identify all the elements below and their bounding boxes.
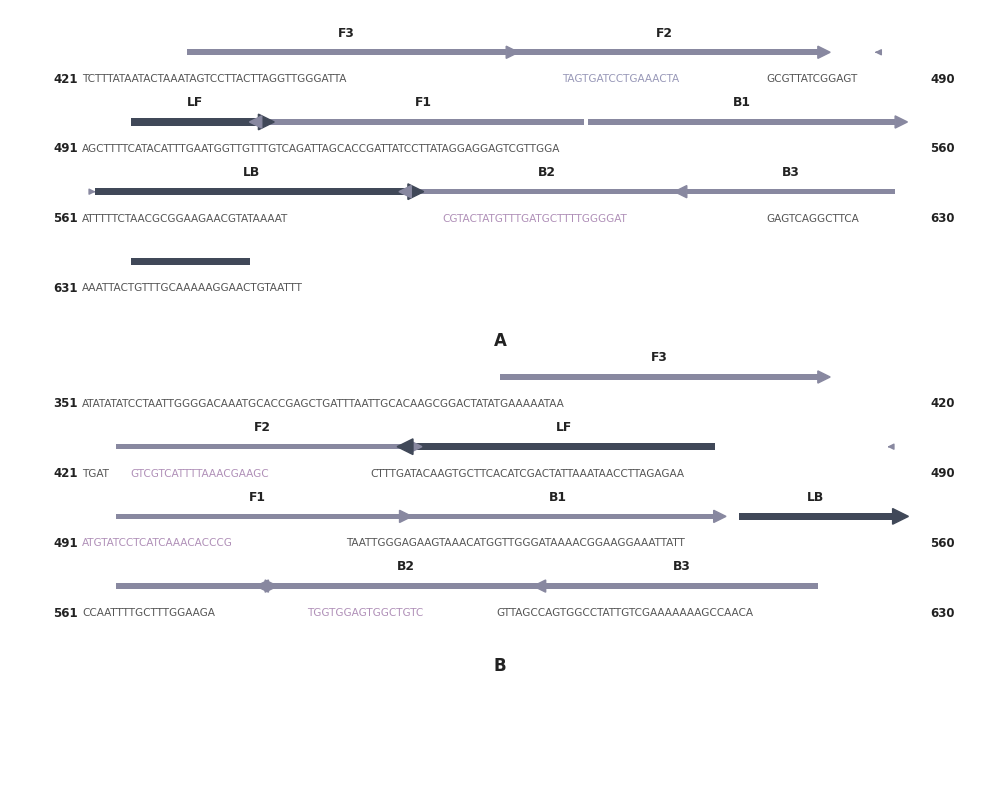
Bar — [131, 257, 250, 265]
Text: CGTACTATGTTTGATGCTTTTGGGGAT: CGTACTATGTTTGATGCTTTTGGGGAT — [442, 214, 627, 223]
Bar — [687, 188, 895, 194]
Polygon shape — [265, 580, 277, 592]
Text: 491: 491 — [53, 537, 78, 550]
Text: F2: F2 — [656, 27, 673, 40]
Text: GTTAGCCAGTGGCCTATTGTCGAAAAAAAGCCAACA: GTTAGCCAGTGGCCTATTGTCGAAAAAAAGCCAACA — [496, 608, 753, 618]
Text: TAGTGATCCTGAAACTA: TAGTGATCCTGAAACTA — [562, 74, 679, 84]
Text: GAGTCAGGCTTCA: GAGTCAGGCTTCA — [766, 214, 859, 223]
Bar — [116, 583, 265, 589]
Text: 631: 631 — [54, 282, 78, 295]
Text: ATTTTTCTAACGCGGAAGAACGTATAAAAT: ATTTTTCTAACGCGGAAGAACGTATAAAAT — [82, 214, 288, 223]
Text: LF: LF — [556, 421, 572, 434]
Text: B2: B2 — [396, 561, 414, 573]
Text: TGAT: TGAT — [82, 469, 109, 478]
Text: 491: 491 — [53, 143, 78, 155]
Text: 630: 630 — [930, 607, 954, 619]
Text: LB: LB — [807, 491, 824, 504]
Bar — [739, 513, 893, 520]
Text: F1: F1 — [415, 97, 432, 109]
Text: AAATTACTGTTTGCAAAAAGGAACTGTAATTT: AAATTACTGTTTGCAAAAAGGAACTGTAATTT — [82, 284, 303, 293]
Text: CCAATTTTGCTTTGGAAGA: CCAATTTTGCTTTGGAAGA — [82, 608, 215, 618]
Text: 490: 490 — [930, 73, 955, 86]
Text: F3: F3 — [651, 352, 668, 364]
Bar — [187, 49, 506, 55]
Bar — [262, 119, 584, 124]
Polygon shape — [256, 580, 268, 592]
Text: 561: 561 — [53, 212, 78, 225]
Text: GTCGTCATTTTAAACGAAGC: GTCGTCATTTTAAACGAAGC — [130, 469, 269, 478]
Text: 560: 560 — [930, 537, 955, 550]
Text: B1: B1 — [732, 97, 750, 109]
Polygon shape — [399, 185, 411, 198]
Polygon shape — [674, 185, 687, 198]
Polygon shape — [818, 371, 830, 383]
Bar — [116, 444, 410, 449]
Text: AGCTTTTCATACATTTGAATGGTTGTTTGTCAGATTAGCACCGATTATCCTTATAGGAGGAGTCGTTGGA: AGCTTTTCATACATTTGAATGGTTGTTTGTCAGATTAGCA… — [82, 144, 560, 154]
Polygon shape — [893, 508, 908, 524]
Text: 351: 351 — [54, 398, 78, 410]
Bar — [588, 119, 895, 124]
Bar — [500, 374, 818, 379]
Text: B: B — [494, 657, 506, 675]
Text: A: A — [494, 332, 506, 350]
Text: CTTTGATACAAGTGCTTCACATCGACTATTAAATAACCTTAGAGAA: CTTTGATACAAGTGCTTCACATCGACTATTAAATAACCTT… — [370, 469, 684, 478]
Text: TGGTGGAGTGGCTGTC: TGGTGGAGTGGCTGTC — [307, 608, 423, 618]
Bar — [411, 188, 683, 194]
Text: 560: 560 — [930, 143, 955, 155]
Text: LB: LB — [243, 166, 260, 179]
Text: TAATTGGGAGAAGTAAACATGGTTGGGATAAAACGGAAGGAAATTATT: TAATTGGGAGAAGTAAACATGGTTGGGATAAAACGGAAGG… — [346, 539, 685, 548]
Polygon shape — [818, 46, 830, 59]
Polygon shape — [258, 114, 274, 130]
Bar — [510, 49, 818, 55]
Text: 630: 630 — [930, 212, 954, 225]
Text: TCTTTATAATACTAAATAGTCCTTACTTAGGTTGGGATTA: TCTTTATAATACTAAATAGTCCTTACTTAGGTTGGGATTA — [82, 74, 346, 84]
Text: ATATATATCCTAATTGGGGACAAATGCACCGAGCTGATTTAATTGCACAAGCGGACTATATGAAAAATAA: ATATATATCCTAATTGGGGACAAATGCACCGAGCTGATTT… — [82, 399, 565, 409]
Text: 420: 420 — [930, 398, 954, 410]
Text: F1: F1 — [249, 491, 266, 504]
Text: B3: B3 — [673, 561, 691, 573]
Polygon shape — [397, 439, 413, 455]
Text: 421: 421 — [54, 467, 78, 480]
Polygon shape — [410, 440, 422, 453]
Bar — [131, 118, 258, 125]
Bar — [268, 583, 542, 589]
Text: F3: F3 — [338, 27, 355, 40]
Text: B2: B2 — [538, 166, 556, 179]
Text: B3: B3 — [782, 166, 800, 179]
Polygon shape — [895, 116, 907, 128]
Polygon shape — [714, 510, 726, 523]
Text: 421: 421 — [54, 73, 78, 86]
Text: F2: F2 — [254, 421, 271, 434]
Bar — [546, 583, 818, 589]
Polygon shape — [506, 46, 519, 59]
Polygon shape — [533, 580, 546, 592]
Bar — [116, 514, 400, 520]
Text: GCGTTATCGGAGT: GCGTTATCGGAGT — [766, 74, 857, 84]
Polygon shape — [249, 116, 262, 128]
Text: ATGTATCCTCATCAAACACCCG: ATGTATCCTCATCAAACACCCG — [82, 539, 233, 548]
Bar — [413, 443, 715, 450]
Text: B1: B1 — [549, 491, 567, 504]
Bar — [403, 514, 714, 520]
Text: 561: 561 — [53, 607, 78, 619]
Polygon shape — [400, 510, 412, 523]
Text: 490: 490 — [930, 467, 955, 480]
Text: LF: LF — [186, 97, 203, 109]
Bar — [95, 188, 408, 195]
Polygon shape — [408, 184, 424, 200]
